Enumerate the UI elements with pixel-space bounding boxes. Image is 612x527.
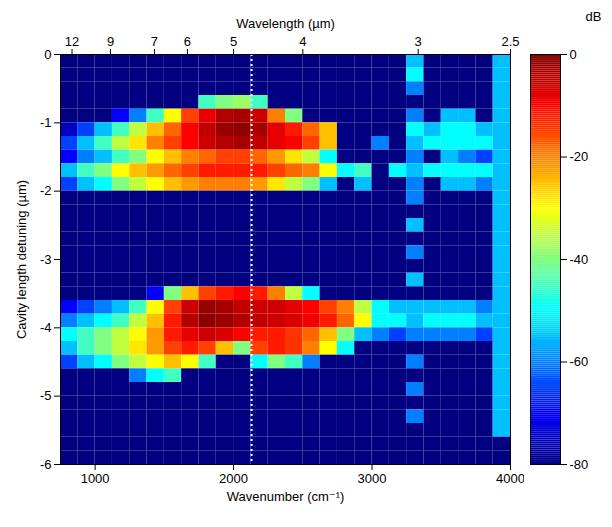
svg-text:1000: 1000 (81, 471, 110, 486)
svg-text:-60: -60 (570, 354, 589, 369)
svg-text:3000: 3000 (358, 471, 387, 486)
svg-text:-3: -3 (40, 252, 52, 267)
svg-text:-2: -2 (40, 183, 52, 198)
svg-text:2.5: 2.5 (501, 34, 519, 49)
svg-text:5: 5 (230, 34, 237, 49)
svg-text:12: 12 (65, 34, 79, 49)
svg-text:dB: dB (586, 9, 602, 24)
svg-text:Wavenumber (cm⁻¹): Wavenumber (cm⁻¹) (227, 489, 345, 504)
svg-text:3: 3 (415, 34, 422, 49)
svg-text:-6: -6 (40, 457, 52, 472)
svg-text:6: 6 (184, 34, 191, 49)
svg-text:0: 0 (44, 47, 51, 62)
svg-text:4: 4 (299, 34, 306, 49)
svg-text:Wavelength (µm): Wavelength (µm) (236, 16, 335, 31)
svg-text:7: 7 (151, 34, 158, 49)
svg-text:9: 9 (107, 34, 114, 49)
svg-text:-40: -40 (570, 252, 589, 267)
svg-text:-20: -20 (570, 149, 589, 164)
svg-text:Cavity length detuning (µm): Cavity length detuning (µm) (14, 180, 29, 339)
svg-text:-4: -4 (40, 320, 52, 335)
svg-text:2000: 2000 (219, 471, 248, 486)
svg-text:0: 0 (570, 47, 577, 62)
svg-text:-5: -5 (40, 388, 52, 403)
svg-text:-80: -80 (570, 457, 589, 472)
svg-text:-1: -1 (40, 115, 52, 130)
svg-text:4000: 4000 (496, 471, 524, 486)
